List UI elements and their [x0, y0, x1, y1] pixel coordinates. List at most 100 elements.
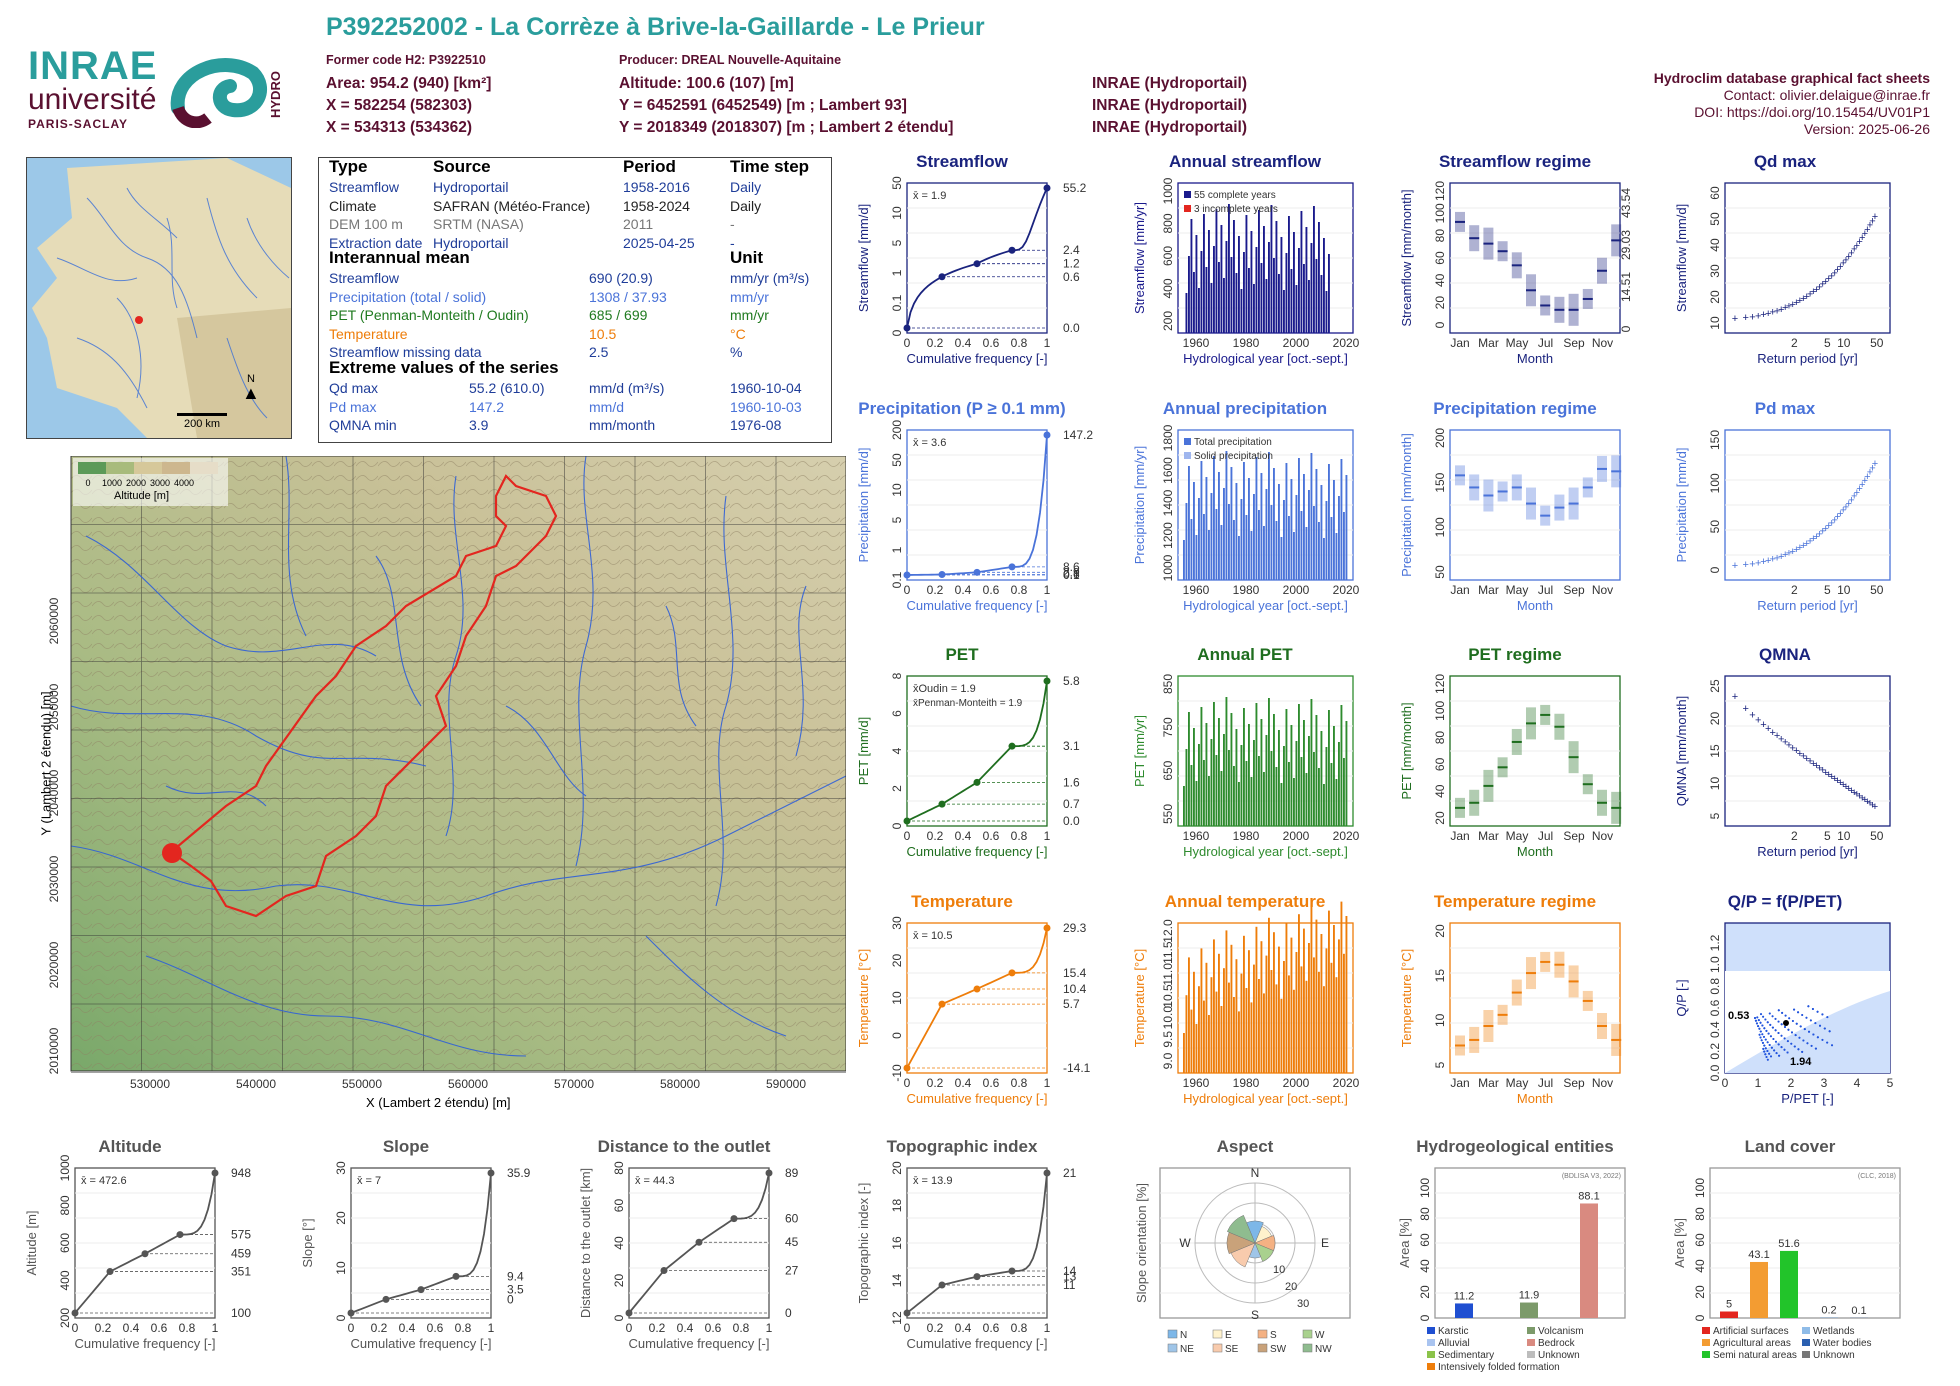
annual-bar [1220, 771, 1223, 826]
src-source: SAFRAN (Météo-France) [433, 197, 591, 214]
cdf-point [660, 1267, 668, 1275]
annual-bar [1208, 776, 1210, 826]
annual-bar [1205, 962, 1208, 1073]
x-tick: 0 [904, 1321, 911, 1335]
annual-bar [1203, 760, 1205, 826]
src-type: Streamflow [329, 179, 400, 195]
x-axis-label: Cumulative frequency [-] [907, 351, 1048, 366]
qp-point [1772, 1038, 1775, 1040]
y-tick: 20 [1433, 811, 1447, 825]
x-tick: 0.2 [649, 1321, 666, 1335]
x-tick: 0.2 [927, 583, 944, 597]
annual-bar [1280, 537, 1283, 580]
qp-point [1768, 1012, 1771, 1015]
right-tick: 0.6 [1063, 270, 1080, 284]
annual-bar [1210, 493, 1213, 580]
direction-label: E [1321, 1236, 1329, 1250]
basin-ytick: 2020000 [47, 941, 61, 988]
rp-point: + [1829, 517, 1835, 529]
x-tick: Nov [1592, 336, 1613, 350]
qp-point [1781, 1011, 1784, 1014]
annual-bar [1233, 997, 1235, 1073]
y-tick: 60 [1433, 757, 1447, 771]
y-tick: 60 [1708, 186, 1722, 200]
doi-link[interactable]: DOI: https://doi.org/10.15454/UV01P1 [1694, 104, 1930, 120]
rp-point: + [1765, 555, 1771, 567]
chart-title: Streamflow [916, 152, 1008, 171]
y-lambert93: Y = 6452591 (6452549) [m ; Lambert 93] [619, 97, 907, 114]
annual-bar [1190, 519, 1193, 580]
ext-unit: mm/d [589, 398, 624, 415]
annual-bar [1283, 290, 1285, 333]
cdf-point [938, 800, 946, 808]
chart-title: QMNA [1759, 645, 1811, 664]
chart-title: PET regime [1468, 645, 1562, 664]
annual-bar [1250, 531, 1253, 580]
hydro-spiral-icon [170, 58, 267, 129]
annual-bar [1273, 258, 1275, 333]
landcover: Land cover (CLC, 2018) 0 20 40 60 80 100 5 43.1 51… [1670, 1137, 1910, 1361]
y-tick: 10 [1708, 316, 1722, 330]
x-tick: 0.6 [983, 829, 1000, 843]
annual-bar [1330, 763, 1333, 826]
mean-label-2: x̄Penman-Monteith = 1.9 [913, 698, 1023, 709]
annual-bar [1320, 275, 1323, 333]
annual-bar [1233, 766, 1235, 826]
src-3: INRAE (Hydroportail) [1092, 119, 1247, 136]
qp-point [1777, 1043, 1780, 1046]
src-source: Hydroportail [433, 234, 509, 251]
qp-point [1808, 1030, 1811, 1033]
right-tick: 29.03 [1619, 230, 1633, 260]
annual-bar [1308, 490, 1310, 580]
chart-title: Land cover [1744, 1137, 1836, 1156]
river-network [70, 455, 847, 1057]
annual-bar [1185, 995, 1188, 1073]
legend-label: 55 complete years [1194, 190, 1276, 201]
y-tick: 5 [1708, 812, 1722, 819]
legend-swatch [106, 462, 134, 474]
category-bar [1455, 1303, 1473, 1318]
right-tick: 0.6 [1063, 568, 1080, 582]
annual-bar [1243, 252, 1245, 333]
annual-bar [1265, 955, 1268, 1073]
annual-bar [1323, 784, 1325, 826]
x-tick: Jul [1538, 583, 1553, 597]
y-tick: 200 [1161, 311, 1175, 331]
ext-value: 147.2 [469, 398, 505, 415]
annual-bar [1308, 280, 1310, 333]
altitude-legend: 0 1000 2000 3000 4000 [78, 462, 218, 488]
y-tick: 0 [612, 1314, 626, 1321]
legend-swatch [1702, 1327, 1710, 1334]
rp-point: + [1867, 798, 1873, 810]
x-tick: 1 [1044, 336, 1051, 350]
annual-bar [1328, 910, 1330, 1073]
annual-bar [1248, 724, 1250, 826]
rp-point: + [1782, 737, 1788, 749]
rp-point: + [1851, 787, 1857, 799]
y-tick: 20 [334, 1211, 348, 1225]
legend-swatch [1802, 1327, 1810, 1334]
legend-label: Bedrock [1538, 1338, 1576, 1349]
qp-point [1812, 1033, 1815, 1036]
annual-bar [1310, 699, 1313, 826]
annual_streamflow: Annual streamflow 200 400 600 800 1000 1960 198… [1130, 152, 1360, 366]
rp-point: + [1790, 742, 1796, 754]
qp-point [1765, 1056, 1768, 1058]
y-tick: 0.4 [1708, 1021, 1722, 1038]
qp-point [1797, 1048, 1800, 1051]
bar-label: 0.1 [1851, 1305, 1866, 1317]
y-tick: 150 [1708, 430, 1722, 450]
right-tick: 1.2 [1063, 257, 1080, 271]
qmna: QMNA 5 10 15 20 25 2 5 10 50 + + + + + + + + + + + + + + + + + + + + +… [1670, 645, 1900, 859]
cdf-point [347, 1309, 355, 1317]
y-tick: 20 [1693, 1285, 1707, 1299]
mean-label: x̄ = 472.6 [81, 1175, 127, 1187]
rp-point: + [1804, 753, 1810, 765]
mean-label: x̄ = 13.9 [913, 1175, 952, 1187]
y-tick: 30 [334, 1161, 348, 1175]
x-tick: 1 [766, 1321, 773, 1335]
annual-bar [1270, 505, 1273, 580]
version: Version: 2025-06-26 [1803, 121, 1930, 137]
qp-point [1775, 1052, 1778, 1055]
src-step: - [730, 216, 735, 232]
